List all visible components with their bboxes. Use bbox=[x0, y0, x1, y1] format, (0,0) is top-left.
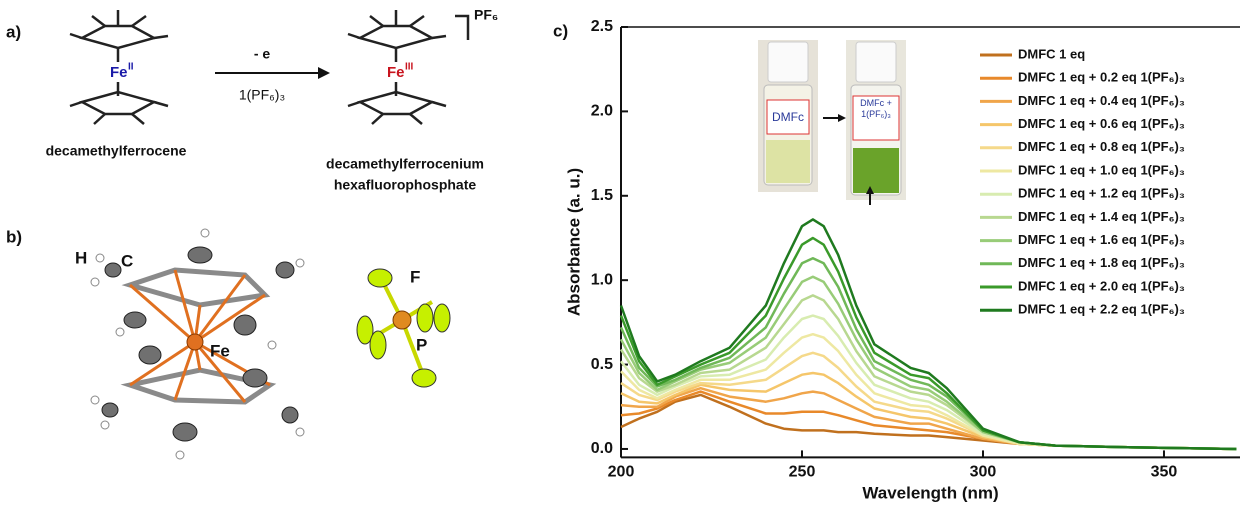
oxidation-state: III bbox=[405, 62, 414, 73]
vial-label-box: DMFc + 1(PF₆)₃ bbox=[853, 98, 899, 140]
x-axis-label: Wavelength (nm) bbox=[862, 483, 998, 502]
figure: a) Fe II decamethylferrocene - e 1(PF₆)₃… bbox=[0, 0, 1242, 504]
atom-label: P bbox=[416, 335, 427, 354]
counter-ion: PF₆ bbox=[474, 7, 498, 23]
line-series bbox=[621, 219, 1236, 449]
x-tick-label: 300 bbox=[970, 464, 997, 481]
vial-label: DMFc + 1(PF₆)₃ bbox=[853, 98, 899, 120]
compound-name: decamethylferrocene bbox=[46, 143, 187, 159]
atom-label: C bbox=[121, 251, 133, 270]
oxidation-state: II bbox=[128, 62, 134, 73]
compound-name: hexafluorophosphate bbox=[334, 177, 477, 193]
x-tick-label: 200 bbox=[608, 464, 635, 481]
y-tick-label: 0.0 bbox=[591, 440, 613, 457]
legend-label: DMFC 1 eq + 2.2 eq 1(PF₆)₃ bbox=[1018, 302, 1185, 317]
panel-label: c) bbox=[553, 21, 568, 40]
y-tick-label: 1.0 bbox=[591, 271, 613, 288]
legend-label: DMFC 1 eq + 0.2 eq 1(PF₆)₃ bbox=[1018, 70, 1185, 85]
y-axis-label: Absorbance (a. u.) bbox=[564, 168, 583, 316]
line-series bbox=[621, 316, 1236, 449]
crystal-structure bbox=[91, 229, 450, 459]
legend-label: DMFC 1 eq + 1.0 eq 1(PF₆)₃ bbox=[1018, 162, 1185, 177]
y-tick-label: 0.5 bbox=[591, 356, 613, 373]
fe-label: Fe bbox=[387, 64, 405, 81]
atom-label: Fe bbox=[210, 341, 230, 360]
legend-label: DMFC 1 eq + 1.6 eq 1(PF₆)₃ bbox=[1018, 232, 1185, 247]
y-tick-label: 1.5 bbox=[591, 187, 613, 204]
legend-label: DMFC 1 eq + 1.2 eq 1(PF₆)₃ bbox=[1018, 186, 1185, 201]
panel-label: a) bbox=[6, 22, 21, 41]
y-tick-label: 2.5 bbox=[591, 18, 613, 35]
vial-label: DMFc bbox=[772, 110, 804, 124]
legend-label: DMFC 1 eq bbox=[1018, 46, 1085, 61]
fe-label: Fe bbox=[110, 64, 128, 81]
arrow-label: 1(PF₆)₃ bbox=[239, 87, 285, 103]
arrow-head bbox=[318, 67, 330, 79]
panel-label: b) bbox=[6, 227, 22, 246]
x-tick-label: 250 bbox=[789, 464, 816, 481]
legend-label: DMFC 1 eq + 0.4 eq 1(PF₆)₃ bbox=[1018, 93, 1185, 108]
legend-label: DMFC 1 eq + 1.4 eq 1(PF₆)₃ bbox=[1018, 209, 1185, 224]
compound-name: decamethylferrocenium bbox=[326, 156, 484, 172]
legend-label: DMFC 1 eq + 0.6 eq 1(PF₆)₃ bbox=[1018, 116, 1185, 131]
atom-label: F bbox=[410, 267, 420, 286]
x-tick-label: 350 bbox=[1151, 464, 1178, 481]
atom-label: H bbox=[75, 248, 87, 267]
arrow-label: - e bbox=[254, 46, 271, 62]
legend-label: DMFC 1 eq + 2.0 eq 1(PF₆)₃ bbox=[1018, 278, 1185, 293]
legend-label: DMFC 1 eq + 1.8 eq 1(PF₆)₃ bbox=[1018, 255, 1185, 270]
legend-label: DMFC 1 eq + 0.8 eq 1(PF₆)₃ bbox=[1018, 139, 1185, 154]
y-tick-label: 2.0 bbox=[591, 103, 613, 120]
